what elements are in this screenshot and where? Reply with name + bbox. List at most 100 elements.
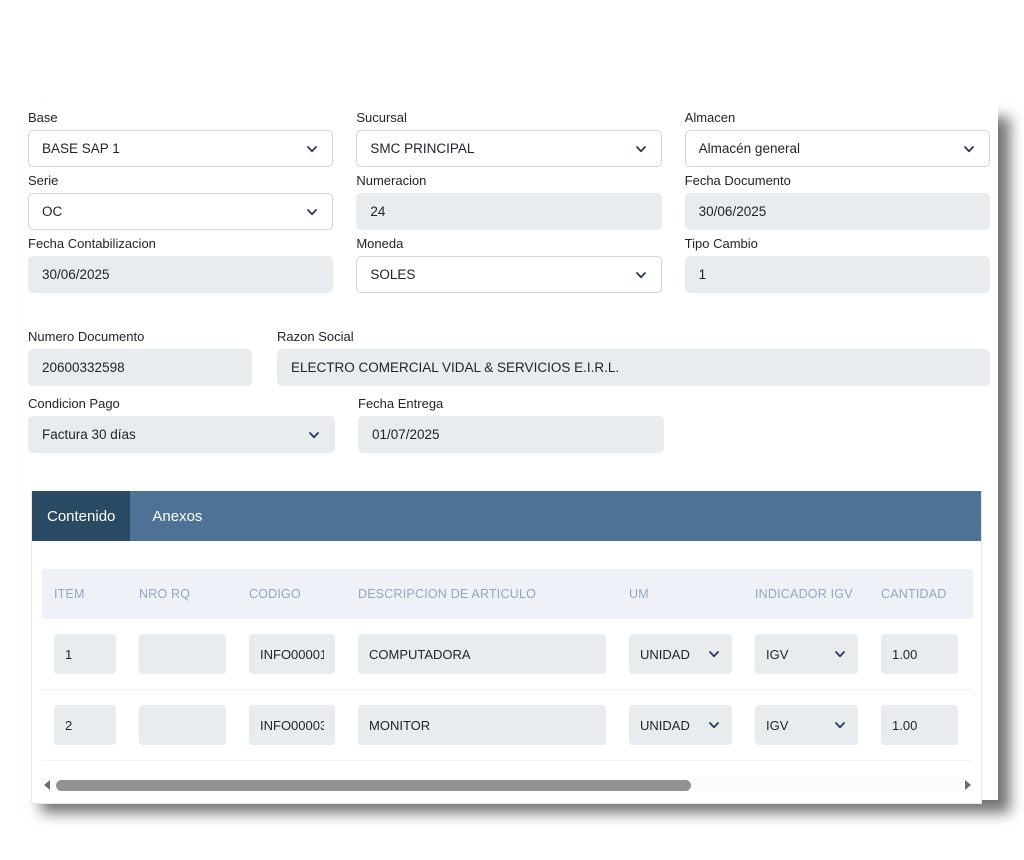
chevron-down-icon: [634, 142, 648, 156]
indicador-igv-value: IGV: [766, 717, 789, 733]
serie-label: Serie: [28, 173, 59, 188]
base-value: BASE SAP 1: [42, 141, 120, 156]
item-input[interactable]: 2: [54, 705, 116, 745]
sucursal-label: Sucursal: [356, 110, 407, 125]
fecha-documento-value: 30/06/2025: [698, 204, 767, 219]
descripcion-input[interactable]: MONITOR: [358, 705, 606, 745]
cantidad-input[interactable]: 1.00: [881, 634, 958, 674]
condicion-pago-select: Factura 30 días: [28, 416, 335, 453]
fecha-contabilizacion-label: Fecha Contabilizacion: [28, 236, 156, 251]
moneda-select[interactable]: SOLES: [356, 256, 662, 293]
serie-select[interactable]: OC: [28, 193, 334, 230]
tipo-cambio-input: 1: [684, 256, 990, 293]
descripcion-input[interactable]: COMPUTADORA: [358, 634, 606, 674]
almacen-label: Almacen: [684, 110, 736, 125]
col-cantidad: CANTIDAD: [881, 587, 947, 601]
um-select[interactable]: UNIDAD: [629, 705, 732, 745]
chevron-down-icon: [634, 268, 648, 282]
numero-documento-label: Numero Documento: [28, 329, 145, 344]
codigo-input[interactable]: INFO00003: [249, 705, 335, 745]
tab-anexos[interactable]: Anexos: [130, 491, 224, 541]
um-value: UNIDAD: [640, 646, 690, 662]
field-fecha-entrega: Fecha Entrega 01/07/2025: [358, 396, 664, 453]
indicador-igv-select[interactable]: IGV: [755, 705, 858, 745]
scroll-right-icon[interactable]: [963, 776, 973, 794]
cantidad-value: 1.00: [892, 646, 918, 662]
sucursal-select[interactable]: SMC PRINCIPAL: [356, 130, 662, 167]
col-nro-rq: NRO RQ: [139, 587, 191, 601]
purchase-order-form: Base BASE SAP 1 Sucursal SMC PRINCIPAL A…: [25, 100, 998, 804]
col-codigo: CODIGO: [249, 587, 301, 601]
chevron-down-icon: [962, 142, 976, 156]
table-header-row: ITEM NRO RQ CODIGO DESCRIPCION DE ARTICU…: [42, 569, 973, 619]
base-label: Base: [28, 110, 58, 125]
almacen-select[interactable]: Almacén general: [684, 130, 990, 167]
scroll-left-icon[interactable]: [42, 776, 52, 794]
table-row: 2 INFO00003 MONITOR UNIDAD: [42, 690, 973, 761]
um-value: UNIDAD: [640, 717, 690, 733]
scrollbar-thumb[interactable]: [56, 779, 691, 791]
almacen-value: Almacén general: [698, 141, 800, 156]
line-items-panel: Contenido Anexos ITEM NRO RQ CODIGO DESC…: [31, 491, 982, 804]
scrollbar-track[interactable]: [54, 778, 961, 792]
field-razon-social: Razon Social ELECTRO COMERCIAL VIDAL & S…: [277, 329, 990, 386]
field-condicion-pago: Condicion Pago Factura 30 días: [28, 396, 335, 453]
indicador-igv-select[interactable]: IGV: [755, 634, 858, 674]
serie-value: OC: [42, 204, 63, 219]
razon-social-value: ELECTRO COMERCIAL VIDAL & SERVICIOS E.I.…: [291, 360, 620, 375]
field-fecha-documento: Fecha Documento 30/06/2025: [684, 173, 990, 230]
codigo-input[interactable]: INFO00001: [249, 634, 335, 674]
numeracion-value: 24: [370, 204, 386, 219]
chevron-down-icon: [305, 205, 319, 219]
razon-social-label: Razon Social: [277, 329, 354, 344]
field-almacen: Almacen Almacén general: [684, 110, 990, 167]
fecha-documento-label: Fecha Documento: [684, 173, 791, 188]
um-select[interactable]: UNIDAD: [629, 634, 732, 674]
chevron-down-icon: [307, 428, 321, 442]
base-select[interactable]: BASE SAP 1: [28, 130, 334, 167]
nro-rq-input[interactable]: [139, 634, 226, 674]
descripcion-value: COMPUTADORA: [369, 646, 471, 662]
tab-contenido[interactable]: Contenido: [32, 491, 131, 541]
numero-documento-input: 20600332598: [28, 349, 252, 386]
fecha-contabilizacion-input: 30/06/2025: [28, 256, 334, 293]
item-value: 1: [65, 646, 73, 662]
moneda-label: Moneda: [356, 236, 404, 251]
document-header-section: Base BASE SAP 1 Sucursal SMC PRINCIPAL A…: [28, 110, 990, 293]
codigo-value: INFO00001: [260, 646, 324, 662]
field-moneda: Moneda SOLES: [356, 236, 662, 293]
nro-rq-input[interactable]: [139, 705, 226, 745]
codigo-value: INFO00003: [260, 717, 324, 733]
tipo-cambio-value: 1: [698, 267, 707, 282]
col-descripcion: DESCRIPCION DE ARTICULO: [358, 587, 537, 601]
col-indicador-igv: INDICADOR IGV: [755, 587, 853, 601]
table-row: 1 INFO00001 COMPUTADORA UNIDAD: [42, 619, 973, 690]
fecha-documento-input: 30/06/2025: [684, 193, 990, 230]
fecha-entrega-value: 01/07/2025: [372, 427, 440, 442]
sucursal-value: SMC PRINCIPAL: [370, 141, 475, 156]
numeracion-input: 24: [356, 193, 662, 230]
field-sucursal: Sucursal SMC PRINCIPAL: [356, 110, 662, 167]
numero-documento-value: 20600332598: [42, 360, 125, 375]
field-tipo-cambio: Tipo Cambio 1: [684, 236, 990, 293]
moneda-value: SOLES: [370, 267, 416, 282]
supplier-section: Numero Documento 20600332598 Razon Socia…: [28, 329, 990, 386]
field-base: Base BASE SAP 1: [28, 110, 334, 167]
payment-section: Condicion Pago Factura 30 días Fecha Ent…: [28, 396, 990, 453]
numeracion-label: Numeracion: [356, 173, 427, 188]
chevron-down-icon: [833, 718, 847, 732]
tab-bar: Contenido Anexos: [32, 491, 981, 541]
tipo-cambio-label: Tipo Cambio: [684, 236, 758, 251]
field-numero-documento: Numero Documento 20600332598: [28, 329, 252, 386]
descripcion-value: MONITOR: [369, 717, 431, 733]
item-input[interactable]: 1: [54, 634, 116, 674]
cantidad-input[interactable]: 1.00: [881, 705, 958, 745]
horizontal-scrollbar[interactable]: [42, 776, 973, 794]
col-item: ITEM: [54, 587, 85, 601]
items-table: ITEM NRO RQ CODIGO DESCRIPCION DE ARTICU…: [32, 541, 981, 803]
tab-anexos-label: Anexos: [152, 507, 203, 525]
chevron-down-icon: [707, 647, 721, 661]
condicion-pago-value: Factura 30 días: [42, 427, 136, 442]
item-value: 2: [65, 717, 73, 733]
razon-social-input: ELECTRO COMERCIAL VIDAL & SERVICIOS E.I.…: [277, 349, 990, 386]
